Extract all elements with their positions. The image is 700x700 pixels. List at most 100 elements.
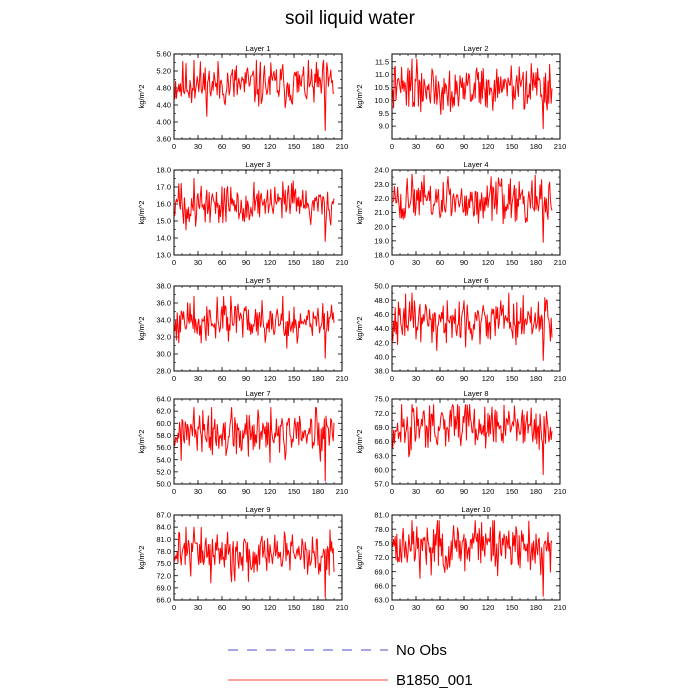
y-tick-label: 24.0 <box>374 166 389 175</box>
x-tick-label: 60 <box>436 487 444 496</box>
y-tick-label: 4.80 <box>156 84 171 93</box>
x-tick-label: 180 <box>530 487 543 496</box>
y-tick-label: 17.0 <box>156 183 171 192</box>
x-tick-label: 150 <box>506 603 519 612</box>
x-tick-label: 180 <box>530 258 543 267</box>
y-axis-label: kg/m^2 <box>137 430 146 454</box>
y-tick-label: 21.0 <box>374 208 389 217</box>
x-tick-label: 210 <box>554 603 567 612</box>
x-tick-label: 60 <box>218 603 226 612</box>
panel-7: Layer 7 0 30 60 90 120 150 180 210 50.0 52.0 54.0 56… <box>137 389 348 496</box>
x-tick-label: 120 <box>264 487 277 496</box>
y-tick-label: 10.5 <box>374 83 389 92</box>
y-tick-label: 13.0 <box>156 251 171 260</box>
x-tick-label: 30 <box>194 487 202 496</box>
y-tick-label: 14.0 <box>156 234 171 243</box>
series-line <box>174 407 335 482</box>
y-tick-label: 57.0 <box>374 480 389 489</box>
y-axis-label: kg/m^2 <box>137 317 146 341</box>
x-tick-label: 120 <box>482 603 495 612</box>
panel-3: Layer 3 0 30 60 90 120 150 180 210 13.0 14.0 15.0 16… <box>137 160 348 267</box>
y-tick-label: 63.0 <box>374 596 389 605</box>
x-tick-label: 60 <box>218 142 226 151</box>
y-axis-label: kg/m^2 <box>137 546 146 570</box>
panel-title: Layer 6 <box>463 276 488 285</box>
x-tick-label: 120 <box>482 487 495 496</box>
x-tick-label: 60 <box>436 142 444 151</box>
x-tick-label: 150 <box>288 603 301 612</box>
x-tick-label: 0 <box>172 487 176 496</box>
y-tick-label: 72.0 <box>374 409 389 418</box>
x-tick-label: 120 <box>482 258 495 267</box>
x-tick-label: 150 <box>506 142 519 151</box>
y-axis-label: kg/m^2 <box>137 85 146 109</box>
x-tick-label: 210 <box>336 374 349 383</box>
x-tick-label: 180 <box>530 603 543 612</box>
x-tick-label: 120 <box>264 374 277 383</box>
panel-title: Layer 2 <box>463 44 488 53</box>
y-tick-label: 60.0 <box>156 419 171 428</box>
x-tick-label: 0 <box>390 142 394 151</box>
y-tick-label: 4.40 <box>156 101 171 110</box>
x-tick-label: 90 <box>242 487 250 496</box>
y-tick-label: 50.0 <box>156 480 171 489</box>
y-tick-label: 30.0 <box>156 350 171 359</box>
panel-6: Layer 6 0 30 60 90 120 150 180 210 38.0 40.0 42.0 44… <box>355 276 566 383</box>
x-tick-label: 90 <box>460 603 468 612</box>
panel-title: Layer 5 <box>245 276 270 285</box>
series-line <box>392 173 553 243</box>
x-tick-label: 0 <box>390 258 394 267</box>
y-tick-label: 18.0 <box>374 251 389 260</box>
x-tick-label: 150 <box>506 487 519 496</box>
y-tick-label: 78.0 <box>156 547 171 556</box>
y-tick-label: 11.5 <box>375 57 389 66</box>
series-line <box>392 520 553 597</box>
x-tick-label: 30 <box>412 603 420 612</box>
series-line <box>174 178 335 242</box>
x-tick-label: 150 <box>506 374 519 383</box>
series-line <box>392 292 553 361</box>
x-tick-label: 150 <box>506 258 519 267</box>
y-tick-label: 10.0 <box>374 96 389 105</box>
y-tick-label: 81.0 <box>374 511 389 520</box>
x-tick-label: 120 <box>482 374 495 383</box>
y-tick-label: 72.0 <box>374 553 389 562</box>
y-tick-label: 60.0 <box>374 465 389 474</box>
x-tick-label: 150 <box>288 374 301 383</box>
x-tick-label: 60 <box>436 603 444 612</box>
y-tick-label: 9.5 <box>379 109 389 118</box>
x-tick-label: 210 <box>336 487 349 496</box>
x-tick-label: 180 <box>312 142 325 151</box>
y-tick-label: 54.0 <box>156 455 171 464</box>
x-tick-label: 30 <box>194 603 202 612</box>
x-tick-label: 210 <box>554 487 567 496</box>
y-tick-label: 36.0 <box>156 299 171 308</box>
series-line <box>174 295 335 359</box>
y-tick-label: 40.0 <box>374 352 389 361</box>
y-tick-label: 75.0 <box>156 559 171 568</box>
panel-10: Layer 10 0 30 60 90 120 150 180 210 63.0 66.0 69.0 7… <box>355 505 566 612</box>
y-tick-label: 75.0 <box>374 395 389 404</box>
x-tick-label: 210 <box>336 258 349 267</box>
x-tick-label: 150 <box>288 142 301 151</box>
x-tick-label: 210 <box>336 142 349 151</box>
x-tick-label: 60 <box>218 487 226 496</box>
x-tick-label: 0 <box>172 142 176 151</box>
y-tick-label: 58.0 <box>156 431 171 440</box>
y-tick-label: 66.0 <box>374 581 389 590</box>
x-tick-label: 60 <box>218 374 226 383</box>
x-tick-label: 60 <box>218 258 226 267</box>
x-tick-label: 30 <box>194 374 202 383</box>
y-tick-label: 42.0 <box>374 338 389 347</box>
y-tick-label: 69.0 <box>374 567 389 576</box>
x-tick-label: 180 <box>312 603 325 612</box>
series-line <box>392 58 553 130</box>
y-tick-label: 75.0 <box>374 539 389 548</box>
x-tick-label: 180 <box>312 374 325 383</box>
x-tick-label: 180 <box>530 374 543 383</box>
y-tick-label: 48.0 <box>374 296 389 305</box>
y-tick-label: 44.0 <box>374 324 389 333</box>
y-tick-label: 5.60 <box>156 50 171 59</box>
y-tick-label: 38.0 <box>156 282 171 291</box>
x-tick-label: 0 <box>172 258 176 267</box>
